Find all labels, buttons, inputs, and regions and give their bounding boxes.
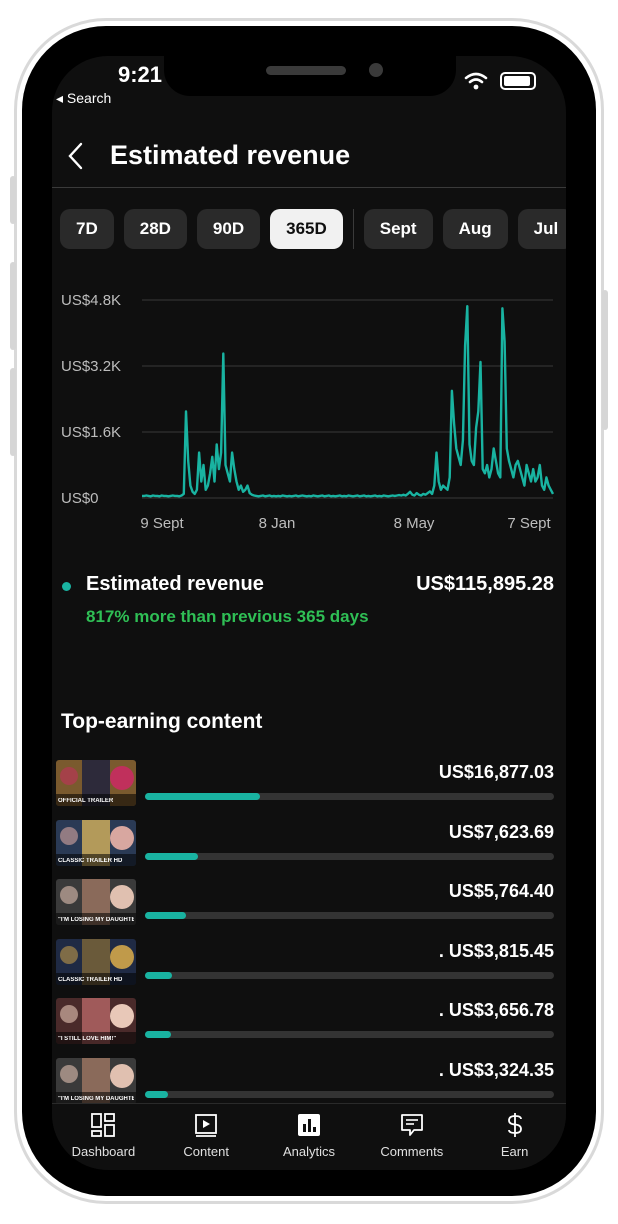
y-tick-label: US$4.8K [61, 292, 121, 309]
tab-label: Content [183, 1144, 229, 1159]
content-icon [195, 1114, 218, 1137]
status-icons [464, 72, 536, 90]
content-revenue-value: US$7,623.69 [448, 821, 554, 842]
revenue-chart[interactable]: US$4.8K US$3.2K US$1.6K US$0 9 Sept 8 Jan 8 Ma… [52, 284, 566, 544]
video-thumbnail: OFFICIAL TRAILER [56, 760, 136, 806]
wifi-icon [464, 72, 488, 90]
revenue-share-fill [145, 793, 260, 800]
content-revenue-value: US$5,764.40 [448, 881, 554, 901]
power-button [602, 290, 608, 430]
revenue-share-bar [145, 852, 554, 860]
tab-comments[interactable]: Comments [360, 1104, 463, 1170]
chip-jul[interactable]: Jul [517, 209, 566, 249]
tab-label: Analytics [282, 1144, 335, 1159]
chip-divider [352, 209, 354, 249]
revenue-share-bar [145, 912, 554, 919]
back-chevron-icon[interactable] [66, 140, 86, 172]
tab-label: Dashboard [71, 1144, 136, 1159]
revenue-share-fill [145, 971, 172, 979]
battery-icon [500, 72, 536, 90]
revenue-share-bar [145, 971, 554, 979]
y-tick-label: US$0 [61, 490, 99, 507]
video-thumbnail: "I'M LOSING MY DAUGHTER!" [56, 879, 136, 925]
video-thumbnail: "I STILL LOVE HIM!" [56, 998, 136, 1044]
volume-down-button [10, 368, 16, 456]
thumbnail-caption: "I'M LOSING MY DAUGHTER!" [58, 917, 134, 923]
mute-switch [10, 176, 16, 224]
front-camera [369, 63, 383, 77]
series-legend-dot [62, 582, 71, 591]
content-row[interactable]: "I'M LOSING MY DAUGHTER!" . US$3,324.35 [56, 1057, 560, 1106]
status-time: 9:21 [118, 62, 163, 87]
content-row[interactable]: OFFICIAL TRAILER US$16,877.03 [56, 760, 560, 808]
tab-earn[interactable]: Earn [463, 1104, 566, 1170]
video-thumbnail: CLASSIC TRAILER HD [56, 819, 136, 866]
summary-change-note: 817% more than previous 365 days [86, 607, 369, 626]
chip-7d[interactable]: 7D [60, 209, 114, 249]
revenue-share-bar [145, 1090, 554, 1098]
summary-value: US$115,895.28 [416, 573, 554, 595]
content-row[interactable]: CLASSIC TRAILER HD . US$3,815.45 [56, 938, 560, 987]
revenue-share-bar [145, 1031, 554, 1038]
x-tick-label: 8 May [394, 515, 435, 532]
chip-90d[interactable]: 90D [196, 209, 261, 249]
content-row[interactable]: CLASSIC TRAILER HD US$7,623.69 [56, 819, 560, 868]
content-revenue-value: . US$3,656.78 [438, 1000, 554, 1020]
notch [164, 56, 456, 96]
content-row[interactable]: "I'M LOSING MY DAUGHTER!" US$5,764.40 [56, 879, 560, 927]
revenue-share-fill [145, 1090, 169, 1098]
content-revenue-value: . US$3,324.35 [438, 1059, 554, 1080]
thumbnail-caption: CLASSIC TRAILER HD [58, 857, 123, 864]
earn-icon [507, 1113, 522, 1137]
y-tick-label: US$3.2K [61, 358, 121, 375]
speaker-grille [266, 66, 346, 75]
comments-icon [400, 1114, 423, 1136]
thumbnail-caption: OFFICIAL TRAILER [58, 798, 114, 804]
tab-analytics[interactable]: Analytics [258, 1104, 361, 1170]
video-thumbnail: "I'M LOSING MY DAUGHTER!" [56, 1057, 136, 1104]
revenue-share-bar [145, 793, 554, 800]
top-earning-title: Top-earning content [61, 710, 263, 733]
period-chips: 7D 28D 90D 365D Sept Aug Jul [60, 209, 566, 249]
tab-label: Earn [500, 1144, 529, 1159]
volume-up-button [10, 262, 16, 350]
back-to-search-link[interactable]: ◂ Search [56, 90, 112, 106]
thumbnail-caption: CLASSIC TRAILER HD [58, 976, 123, 983]
thumbnail-caption: "I'M LOSING MY DAUGHTER!" [58, 1095, 134, 1102]
bottom-tab-bar: Dashboard Content Analytics [52, 1103, 566, 1170]
video-thumbnail: CLASSIC TRAILER HD [56, 938, 136, 985]
content-revenue-value: US$16,877.03 [438, 762, 554, 782]
tab-dashboard[interactable]: Dashboard [52, 1104, 155, 1170]
tab-label: Comments [380, 1144, 444, 1159]
summary-label: Estimated revenue [86, 573, 264, 595]
screen: 9:21 ◂ Search Estimated revenue 7D 28D 9… [52, 56, 566, 1170]
header: Estimated revenue [52, 128, 566, 188]
revenue-share-fill [145, 852, 199, 860]
content-row[interactable]: "I STILL LOVE HIM!" . US$3,656.78 [56, 998, 560, 1046]
tab-content[interactable]: Content [155, 1104, 258, 1170]
analytics-icon [297, 1114, 320, 1136]
x-tick-label: 9 Sept [140, 515, 184, 532]
revenue-share-fill [145, 912, 186, 919]
y-tick-label: US$1.6K [61, 424, 121, 441]
chip-aug[interactable]: Aug [442, 209, 508, 249]
thumbnail-caption: "I STILL LOVE HIM!" [58, 1036, 117, 1042]
revenue-series-line [142, 305, 555, 498]
x-tick-label: 8 Jan [259, 515, 296, 532]
content-revenue-value: . US$3,815.45 [438, 940, 554, 961]
revenue-share-fill [145, 1031, 171, 1038]
chip-28d[interactable]: 28D [123, 209, 187, 249]
x-tick-label: 7 Sept [507, 515, 551, 532]
chip-365d[interactable]: 365D [270, 209, 343, 249]
chip-sept[interactable]: Sept [363, 209, 433, 249]
dashboard-icon [91, 1113, 116, 1137]
page-title: Estimated revenue [110, 140, 351, 170]
